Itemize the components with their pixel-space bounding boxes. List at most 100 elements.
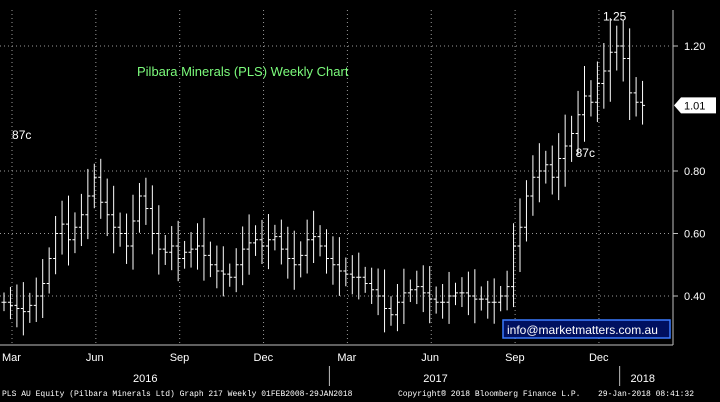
ohlc-bar (311, 210, 317, 264)
ohlc-bar (485, 280, 491, 319)
x-year-label: 2016 (133, 373, 157, 385)
x-month-label: Mar (337, 352, 356, 364)
ohlc-bar (640, 80, 646, 125)
ohlc-bar (227, 263, 233, 287)
ohlc-bar (53, 216, 59, 275)
ohlc-bar (207, 241, 213, 278)
ohlc-bar (459, 277, 465, 308)
ohlc-bar (478, 286, 484, 311)
ohlc-bar (382, 269, 388, 333)
ohlc-bar (517, 198, 523, 273)
ohlc-bar (265, 214, 271, 270)
y-tick-label: 0.80 (684, 166, 705, 178)
ohlc-bar (607, 18, 613, 102)
ohlc-bar (504, 270, 510, 311)
ohlc-bar (246, 214, 252, 275)
annotation-label: 87c (12, 128, 31, 142)
ohlc-bar (46, 247, 52, 294)
x-month-label: Jun (86, 352, 104, 364)
ohlc-bar (394, 284, 400, 332)
ohlc-bar (59, 200, 65, 255)
ohlc-bar (240, 226, 246, 286)
ohlc-bar (259, 219, 265, 264)
ohlc-bar (543, 150, 549, 184)
ohlc-bar (530, 155, 536, 216)
ohlc-bar (324, 229, 329, 274)
ohlc-bar (304, 219, 310, 274)
ohlc-bar (104, 178, 110, 237)
footer-left: PLS AU Equity (Pilbara Minerals Ltd) Gra… (2, 390, 353, 399)
ohlc-bar (195, 223, 200, 270)
ohlc-bar (214, 245, 220, 289)
ohlc-bar (78, 193, 84, 247)
ohlc-bar (569, 115, 575, 162)
ohlc-bar (349, 255, 355, 295)
ohlc-bar (182, 240, 188, 269)
ohlc-bar (575, 90, 581, 155)
ohlc-bar (175, 220, 181, 282)
ohlc-bar (162, 235, 168, 265)
ohlc-bar (440, 284, 446, 319)
ohlc-bar (272, 224, 278, 251)
ohlc-bar (491, 278, 497, 324)
ohlc-bar (91, 163, 97, 209)
ohlc-bar (594, 61, 600, 123)
ohlc-bar (582, 65, 587, 142)
ohlc-bar (343, 257, 349, 287)
ohlc-bar (362, 266, 368, 293)
ohlc-bar (401, 268, 407, 324)
ohlc-bar (330, 236, 336, 285)
ohlc-bar (285, 226, 291, 279)
ohlc-bar (117, 212, 123, 247)
ohlc-bar (523, 180, 529, 242)
ohlc-bar (85, 168, 91, 240)
y-tick-label: 1.20 (684, 41, 705, 53)
ohlc-bar (220, 246, 226, 297)
ohlc-bar (433, 286, 439, 314)
ohlc-bar (14, 284, 20, 328)
current-price-marker: 1.01 (674, 97, 716, 114)
ohlc-bar (633, 77, 639, 117)
ohlc-bar (253, 225, 259, 256)
ohlc-bar (66, 195, 71, 266)
ohlc-bar (614, 25, 620, 71)
ohlc-bar (369, 267, 375, 304)
current-price-badge (674, 97, 716, 114)
ohlc-bar (446, 271, 452, 324)
ohlc-bar (298, 241, 304, 278)
ohlc-bar (472, 269, 478, 324)
ohlc-bar (588, 80, 594, 117)
ohlc-bar (188, 232, 194, 268)
website-text: info@marketmatters.com.au (507, 323, 658, 337)
ohlc-bar (498, 286, 504, 312)
ohlc-bar (317, 225, 323, 257)
x-year-label: 2018 (631, 373, 655, 385)
ohlc-bar (627, 28, 633, 121)
ohlc-bar (278, 219, 284, 265)
ohlc-bar (562, 114, 568, 187)
ohlc-bar (201, 217, 207, 281)
x-month-label: Dec (254, 352, 274, 364)
x-month-label: Jun (421, 352, 439, 364)
footer-copyright: Copyright® 2018 Bloomberg Finance L.P. (398, 390, 580, 399)
ohlc-bar (20, 282, 26, 336)
y-tick-label: 0.40 (684, 291, 705, 303)
website-box (502, 319, 671, 339)
ohlc-bars (1, 18, 646, 336)
x-month-label: Mar (2, 352, 21, 364)
ohlc-bar (291, 230, 297, 290)
ohlc-bar (556, 133, 562, 201)
chart-title: Pilbara Minerals (PLS) Weekly Chart (137, 64, 349, 79)
ohlc-bar (407, 279, 413, 303)
y-axis-ticks: 0.40 0.60 0.80 1.20 (673, 41, 705, 303)
x-year-label: 2017 (423, 373, 447, 385)
ohlc-bar (465, 271, 471, 316)
footer-timestamp: 29-Jan-2018 08:41:32 (598, 390, 694, 399)
ohlc-bar (169, 226, 175, 271)
ohlc-bar (601, 43, 607, 109)
ohlc-bar (7, 286, 13, 320)
ohlc-bar (124, 213, 130, 264)
ohlc-bar (388, 296, 394, 326)
